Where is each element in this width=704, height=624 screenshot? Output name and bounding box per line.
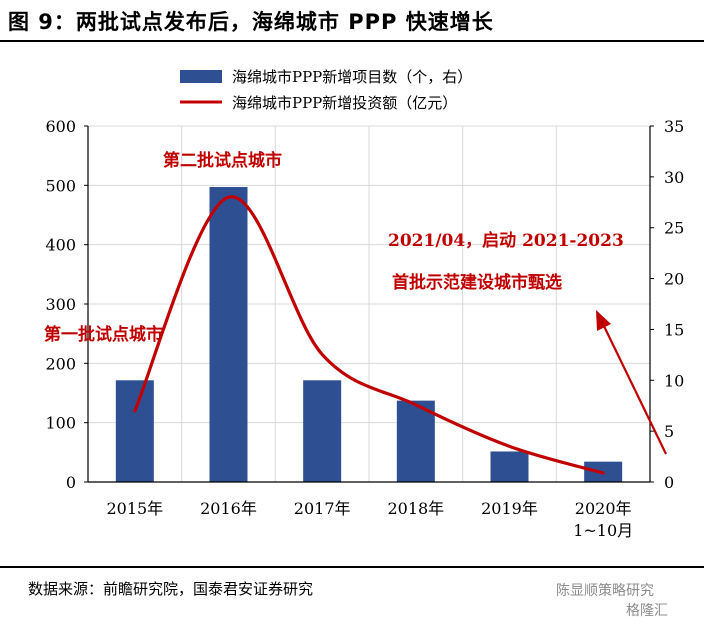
- bar-series: [115, 187, 623, 482]
- chart: 0 100 200 300 400 500 600 0 5 10 15 20 25 30 35 2015年 20…: [44, 68, 684, 540]
- y-right-tick-label: 10: [664, 371, 684, 390]
- annotation-arrowhead: [596, 310, 611, 331]
- annotation-first-batch: 第一批试点城市: [44, 324, 163, 345]
- y-left-tick-label: 200: [45, 354, 76, 373]
- x-tick-label: 2017年: [294, 499, 351, 518]
- y-right-tick-label: 35: [664, 117, 684, 136]
- annotations: 第二批试点城市 第一批试点城市 2021/04，启动 2021-2023 首批示…: [44, 150, 667, 455]
- annotation-second-batch: 第二批试点城市: [163, 150, 282, 171]
- line-series: [133, 195, 605, 475]
- y-left-tick-label: 400: [45, 236, 76, 255]
- x-tick-label: 2019年: [481, 499, 538, 518]
- legend-line-label: 海绵城市PPP新增投资额（亿元）: [232, 94, 457, 112]
- annotation-demo-cities: 首批示范建设城市甄选: [392, 272, 562, 293]
- x-tick-label: 2015年: [106, 499, 163, 518]
- bar: [303, 380, 342, 482]
- y-right-tick-label: 5: [664, 422, 674, 441]
- y-right-tick-label: 30: [664, 168, 684, 187]
- annotation-2021-launch: 2021/04，启动 2021-2023: [388, 230, 624, 251]
- y-left-tick-label: 500: [45, 176, 76, 195]
- y-right-tick-label: 0: [664, 473, 674, 492]
- bar: [396, 400, 435, 482]
- y-left-tick-label: 600: [45, 117, 76, 136]
- annotation-arrow: [601, 321, 667, 455]
- x-tick-label: 2016年: [200, 499, 257, 518]
- bar: [490, 451, 529, 482]
- top-rule: [0, 40, 704, 42]
- bar: [115, 380, 154, 482]
- axes: 0 100 200 300 400 500 600 0 5 10 15 20 25 30 35 2015年 20…: [45, 117, 684, 540]
- watermark-site: 格隆汇: [626, 603, 668, 619]
- y-right-tick-label: 25: [664, 219, 684, 238]
- y-left-tick-label: 0: [66, 473, 76, 492]
- legend-bar-label: 海绵城市PPP新增项目数（个，右）: [232, 68, 472, 86]
- bar: [209, 187, 248, 482]
- legend-bar-swatch: [180, 70, 222, 83]
- bottom-rule: [0, 566, 704, 568]
- legend: 海绵城市PPP新增项目数（个，右） 海绵城市PPP新增投资额（亿元）: [180, 68, 472, 112]
- watermark-account: 陈显顺策略研究: [556, 583, 654, 599]
- x-tick-label: 2020年: [575, 499, 632, 518]
- y-right-tick-label: 15: [664, 320, 684, 339]
- y-right-tick-label: 20: [664, 270, 684, 289]
- series-line: [133, 195, 605, 475]
- source-note: 数据来源：前瞻研究院，国泰君安证券研究: [28, 580, 314, 598]
- x-tick-label: 2018年: [387, 499, 444, 518]
- figure-title: 图 9：两批试点发布后，海绵城市 PPP 快速增长: [8, 10, 494, 34]
- y-left-tick-label: 100: [45, 414, 76, 433]
- x-tick-label: 1~10月: [573, 521, 633, 540]
- y-left-tick-label: 300: [45, 295, 76, 314]
